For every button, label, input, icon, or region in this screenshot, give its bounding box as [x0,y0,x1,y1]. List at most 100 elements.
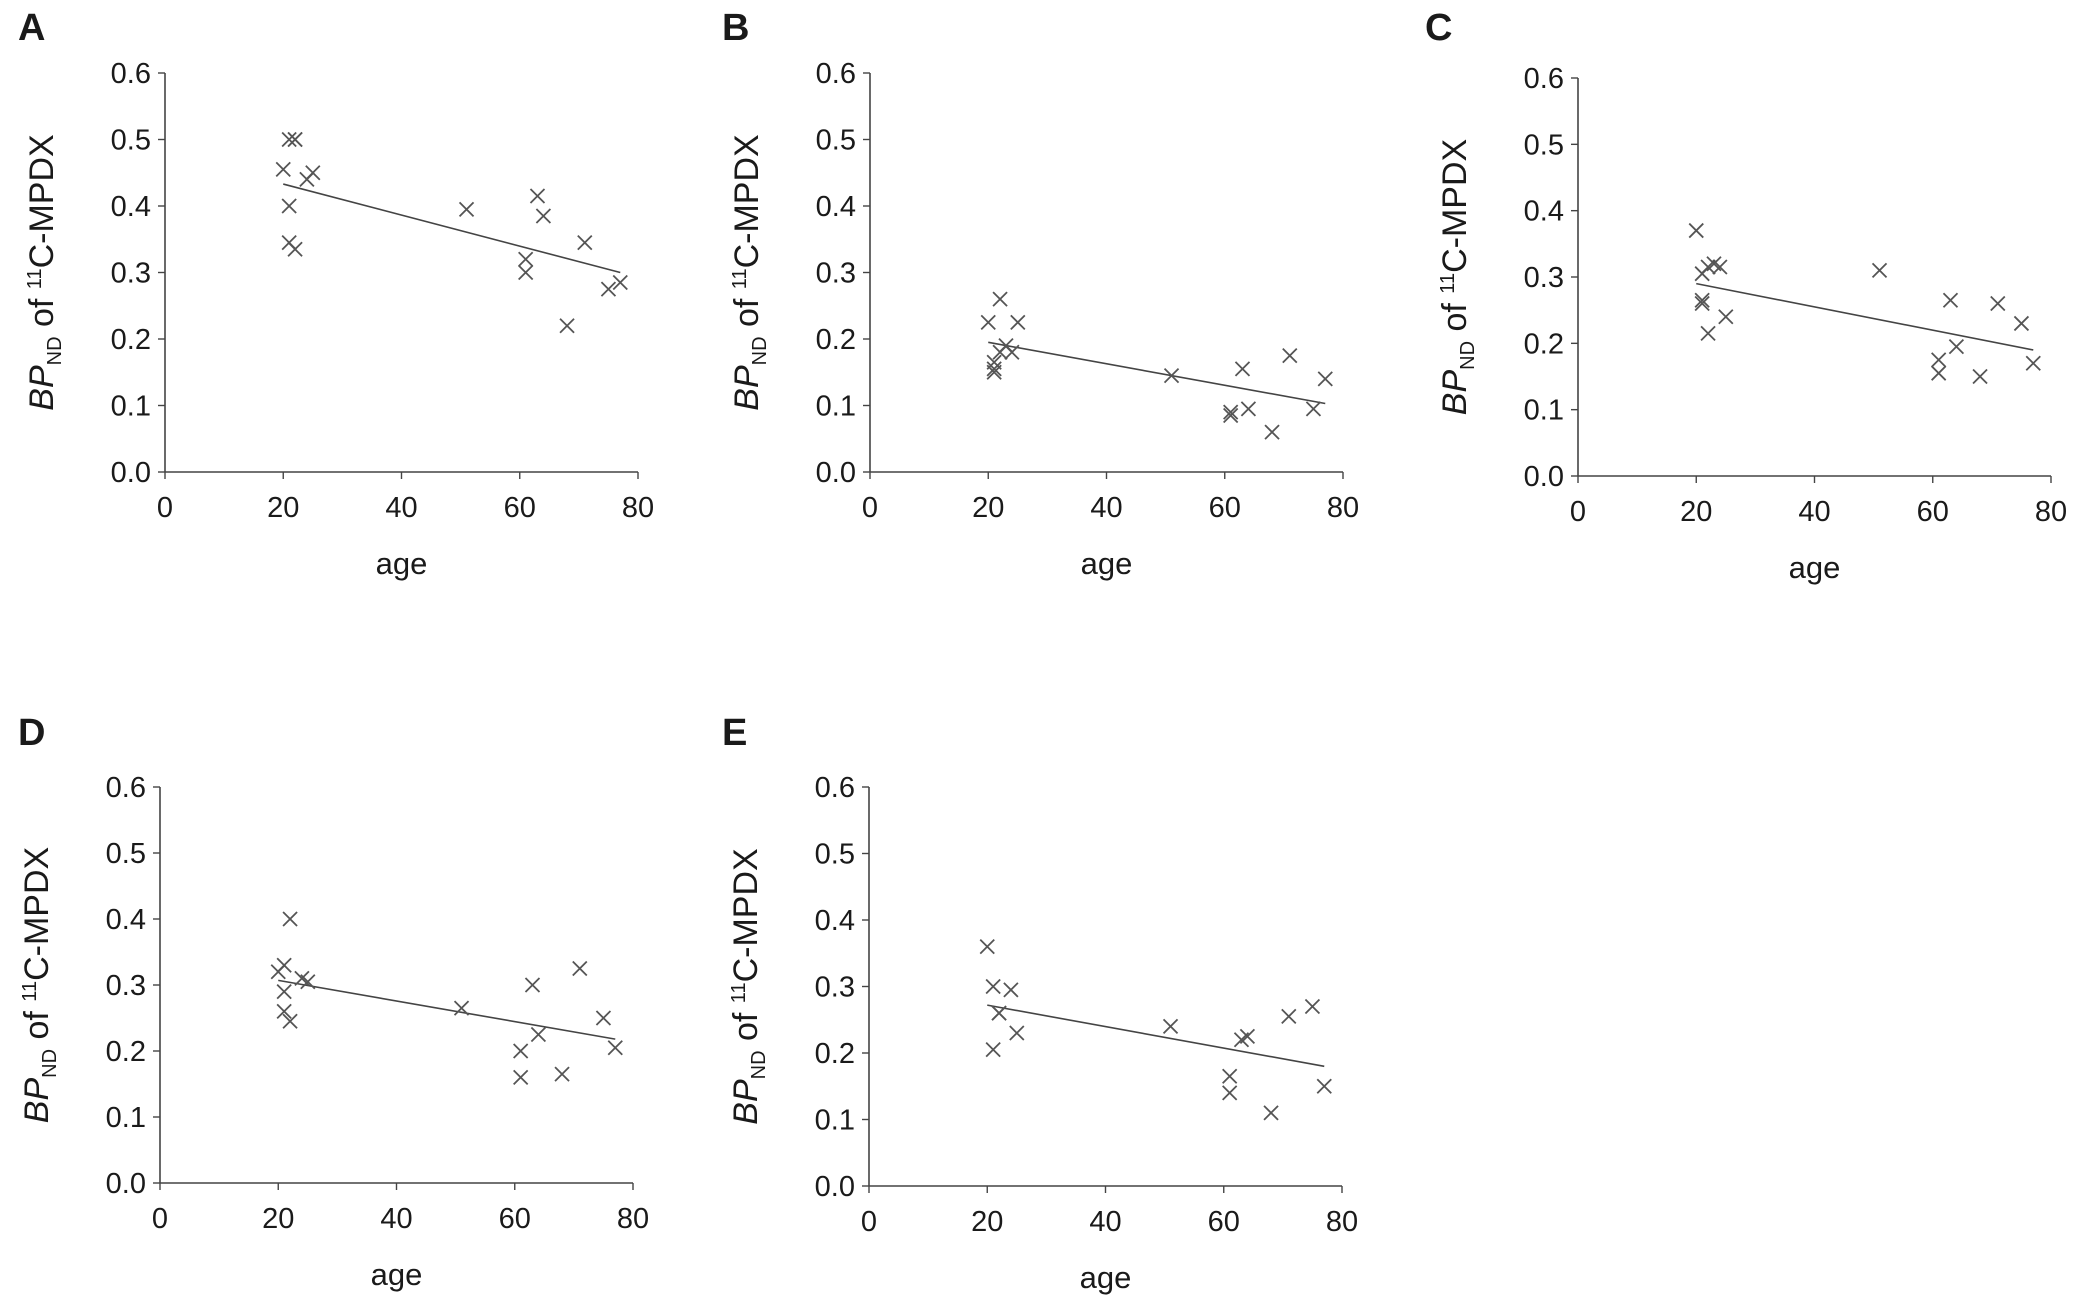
data-point [276,1003,292,1020]
x-axis-title: age [1081,546,1133,581]
data-point [1694,295,1710,312]
data-point [1163,367,1180,384]
y-title-of: of [23,289,61,336]
x-tick-label: 60 [504,492,536,524]
panel-letter: A [18,7,45,49]
y-tick-label: 0.0 [1524,461,1564,493]
y-tick-label: 0.1 [815,1105,855,1137]
y-tick-label: 0.3 [111,258,151,290]
y-tick-label: 0.0 [815,1171,855,1203]
data-point [513,1043,529,1059]
x-tick-label: 80 [622,492,654,524]
x-axis-title: age [1080,1260,1132,1295]
y-title-sub: ND [749,336,771,365]
data-point [1931,365,1947,381]
data-point [1234,361,1251,377]
data-point [287,241,303,257]
y-title-sup: 11 [1437,273,1459,294]
data-point [453,1000,470,1016]
x-tick-label: 20 [262,1203,294,1235]
y-tick-label: 0.1 [1524,395,1564,427]
data-point [305,165,321,181]
data-point [1281,1008,1297,1025]
y-title-sub: ND [39,1049,61,1078]
data-point [1263,1105,1279,1121]
x-tick-label: 40 [380,1203,412,1235]
data-point [992,291,1008,307]
y-tick-label: 0.4 [1524,196,1564,228]
x-tick-label: 40 [1090,492,1122,524]
data-point [276,983,292,1000]
data-point [559,318,575,334]
data-point [458,201,475,217]
trend-line [987,1004,1325,1068]
data-point [1942,292,1959,308]
data-point [612,274,628,291]
x-tick-label: 80 [1327,492,1359,524]
data-point [980,314,996,331]
data-point [1304,998,1321,1015]
data-point [1222,1085,1238,1101]
y-tick-label: 0.4 [106,904,146,936]
y-title-bp: BP [728,365,766,411]
y-title-sup: 11 [19,981,41,1002]
data-point [577,234,593,251]
y-axis-title: BPND of 11C-MPDX [727,848,770,1124]
data-point [554,1066,570,1082]
y-tick-label: 0.5 [1524,129,1564,161]
x-tick-label: 40 [385,492,417,524]
y-tick-label: 0.2 [1524,328,1564,360]
y-tick-label: 0.4 [815,905,855,937]
trend-line [283,183,621,274]
panel-letter: C [1425,7,1452,49]
y-axis-title: BPND of 11C-MPDX [18,847,61,1123]
data-point [1009,1025,1025,1041]
data-point [281,198,297,214]
data-point [600,281,617,297]
y-tick-label: 0.0 [106,1168,146,1200]
y-tick-label: 0.4 [111,191,151,223]
y-tick-label: 0.1 [111,391,151,423]
data-point [1948,339,1965,355]
data-point [2013,315,2030,332]
data-point [530,1026,547,1043]
x-tick-label: 0 [861,1206,877,1238]
y-tick-label: 0.2 [816,324,856,356]
data-point [985,1042,1001,1058]
data-point [1317,371,1333,387]
y-title-rest: C-MPDX [1436,139,1474,273]
y-title-rest: C-MPDX [728,134,766,268]
x-axis-title: age [371,1257,423,1292]
y-title-rest: C-MPDX [23,134,61,268]
y-axis-title: BPND of 11C-MPDX [1436,139,1479,415]
data-point [991,1005,1007,1021]
data-point [1010,314,1026,331]
data-point [1871,262,1888,279]
data-point [1700,325,1716,342]
y-title-bp: BP [23,365,61,411]
panel-letter: E [722,712,747,754]
y-title-rest: C-MPDX [727,848,765,982]
y-tick-label: 0.6 [815,772,855,804]
y-title-sup: 11 [728,982,750,1003]
data-point [524,977,541,993]
panel-a: A 0.0 0.1 0.2 0.3 0.4 0.5 0.6 0 20 40 60 80 age BPND o… [18,7,654,581]
data-point [607,1040,623,1056]
y-title-of: of [727,1003,765,1050]
data-point [2025,355,2041,371]
data-point [1972,368,1988,385]
x-tick-label: 20 [971,1206,1003,1238]
data-point [979,938,995,955]
panel-d: D 0.0 0.1 0.2 0.3 0.4 0.5 0.6 0 20 40 60 80 age BPND o… [18,712,649,1292]
data-point [1240,401,1257,417]
x-tick-label: 40 [1798,496,1830,528]
data-point [1990,295,2006,312]
x-tick-label: 20 [972,492,1004,524]
data-point [1162,1018,1179,1035]
data-point [518,264,534,281]
y-axis-title: BPND of 11C-MPDX [728,134,771,410]
data-point [1931,352,1947,368]
x-tick-label: 20 [1680,496,1712,528]
data-point [1712,259,1728,275]
data-point [986,364,1002,380]
